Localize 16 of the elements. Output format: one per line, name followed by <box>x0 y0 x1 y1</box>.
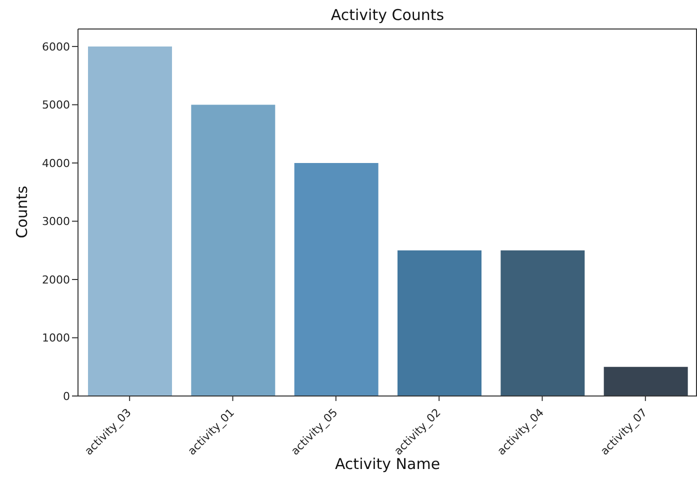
y-axis-title: Counts <box>13 186 31 238</box>
bar <box>191 104 276 396</box>
y-tick-label: 1000 <box>42 332 70 345</box>
y-tick-label: 6000 <box>42 40 70 54</box>
x-axis-title: Activity Name <box>334 455 440 473</box>
chart-title: Activity Counts <box>330 6 446 24</box>
bar <box>294 162 378 396</box>
y-tick-label: 2000 <box>42 273 70 286</box>
y-tick-label: 0 <box>63 390 70 403</box>
y-tick-label: 5000 <box>42 98 70 112</box>
y-tick-label: 3000 <box>42 215 70 228</box>
bar <box>88 46 172 396</box>
bar <box>398 250 482 396</box>
y-tick-label: 4000 <box>42 156 70 170</box>
bar <box>500 250 585 396</box>
bar <box>604 366 688 396</box>
